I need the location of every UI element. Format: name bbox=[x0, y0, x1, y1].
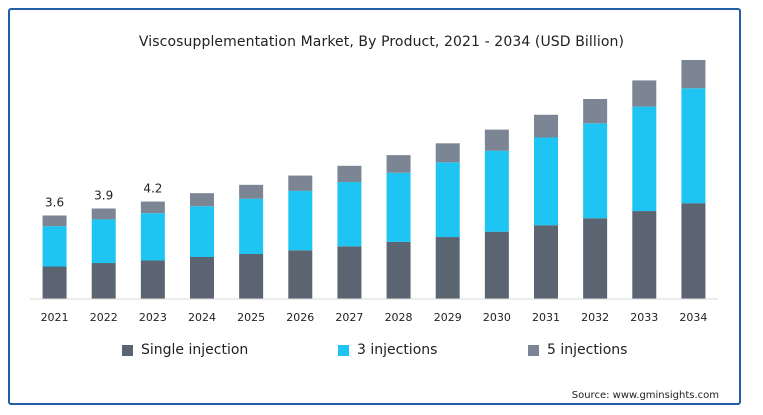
source-text: Source: www.gminsights.com bbox=[571, 390, 719, 401]
bar-2025-series-2 bbox=[239, 184, 264, 199]
x-tick-labels-group: 2021 2022 2023 2024 2025 2026 2027 2028 2029 2030… bbox=[41, 311, 708, 324]
bar-2031-series-0 bbox=[534, 225, 558, 299]
bar-2021-series-1 bbox=[42, 226, 67, 267]
data-labels-group: 3.6 3.9 4.2 bbox=[45, 182, 162, 210]
bar-2021-series-0 bbox=[42, 266, 67, 299]
data-label-2021: 3.6 bbox=[45, 195, 64, 209]
bar-2021-series-2 bbox=[42, 215, 67, 227]
bar-2030-series-1 bbox=[484, 150, 509, 232]
legend-item-5-injections: 5 injections bbox=[528, 342, 627, 358]
bar-2025-series-1 bbox=[239, 198, 264, 254]
bar-2029-series-2 bbox=[435, 143, 460, 163]
bar-2033-series-2 bbox=[632, 80, 657, 107]
data-label-2023: 4.2 bbox=[143, 182, 162, 196]
bar-2029-series-1 bbox=[435, 162, 460, 238]
bar-2026-series-1 bbox=[288, 190, 313, 251]
bar-2029-series-0 bbox=[435, 237, 460, 299]
x-tick-label-2021: 2021 bbox=[41, 311, 69, 324]
bar-2027-series-2 bbox=[337, 165, 362, 183]
x-tick-label-2034: 2034 bbox=[679, 311, 707, 324]
legend-label-5-injections: 5 injections bbox=[547, 342, 628, 358]
x-tick-label-2024: 2024 bbox=[188, 311, 216, 324]
legend-item-3-injections: 3 injections bbox=[338, 342, 437, 358]
x-tick-label-2027: 2027 bbox=[335, 311, 363, 324]
bar-2024-series-1 bbox=[190, 206, 214, 257]
bar-2022-series-1 bbox=[91, 219, 116, 264]
bar-2032-series-0 bbox=[583, 218, 608, 299]
x-tick-label-2023: 2023 bbox=[139, 311, 167, 324]
bar-2034-series-1 bbox=[681, 88, 706, 204]
legend-label-single-injection: Single injection bbox=[141, 342, 249, 358]
x-tick-label-2033: 2033 bbox=[630, 311, 658, 324]
x-tick-label-2031: 2031 bbox=[532, 311, 560, 324]
bar-2026-series-0 bbox=[288, 250, 313, 299]
legend-label-3-injections: 3 injections bbox=[357, 342, 438, 358]
legend: Single injection 3 injections 5 injectio… bbox=[0, 342, 763, 362]
x-tick-label-2026: 2026 bbox=[286, 311, 314, 324]
bars-group bbox=[42, 60, 706, 299]
bar-2031-series-2 bbox=[534, 114, 558, 138]
bar-2022-series-0 bbox=[91, 263, 116, 299]
bar-2033-series-0 bbox=[632, 211, 657, 299]
bar-2023-series-1 bbox=[140, 213, 165, 261]
chart-frame bbox=[8, 8, 741, 405]
x-tick-label-2025: 2025 bbox=[237, 311, 265, 324]
x-tick-label-2032: 2032 bbox=[581, 311, 609, 324]
bar-2026-series-2 bbox=[288, 175, 313, 191]
bar-2030-series-2 bbox=[484, 129, 509, 151]
legend-swatch-5-injections bbox=[528, 344, 539, 356]
legend-item-single-injection: Single injection bbox=[122, 342, 248, 358]
bar-2027-series-1 bbox=[337, 182, 362, 247]
x-tick-label-2030: 2030 bbox=[483, 311, 511, 324]
chart-title: Viscosupplementation Market, By Product,… bbox=[138, 34, 625, 50]
bar-2028-series-2 bbox=[386, 155, 411, 173]
bar-2034-series-2 bbox=[681, 60, 706, 89]
bar-2024-series-2 bbox=[190, 193, 214, 207]
bar-2032-series-2 bbox=[583, 98, 608, 124]
bar-2028-series-0 bbox=[386, 241, 411, 299]
bar-2031-series-1 bbox=[534, 137, 558, 226]
bar-2032-series-1 bbox=[583, 123, 608, 219]
bar-2023-series-0 bbox=[140, 260, 165, 299]
bar-2030-series-0 bbox=[484, 231, 509, 299]
bar-2023-series-2 bbox=[140, 201, 165, 214]
bar-2025-series-0 bbox=[239, 253, 264, 299]
legend-swatch-3-injections bbox=[338, 344, 349, 356]
bar-2027-series-0 bbox=[337, 246, 362, 299]
bar-2028-series-1 bbox=[386, 172, 411, 242]
x-tick-label-2029: 2029 bbox=[434, 311, 462, 324]
bar-2022-series-2 bbox=[91, 208, 116, 220]
x-tick-label-2022: 2022 bbox=[90, 311, 118, 324]
data-label-2022: 3.9 bbox=[94, 189, 113, 203]
legend-swatch-single-injection bbox=[122, 344, 133, 356]
bar-2034-series-0 bbox=[681, 203, 706, 299]
bar-2033-series-1 bbox=[632, 106, 657, 212]
bar-2024-series-0 bbox=[190, 257, 214, 299]
x-tick-label-2028: 2028 bbox=[385, 311, 413, 324]
